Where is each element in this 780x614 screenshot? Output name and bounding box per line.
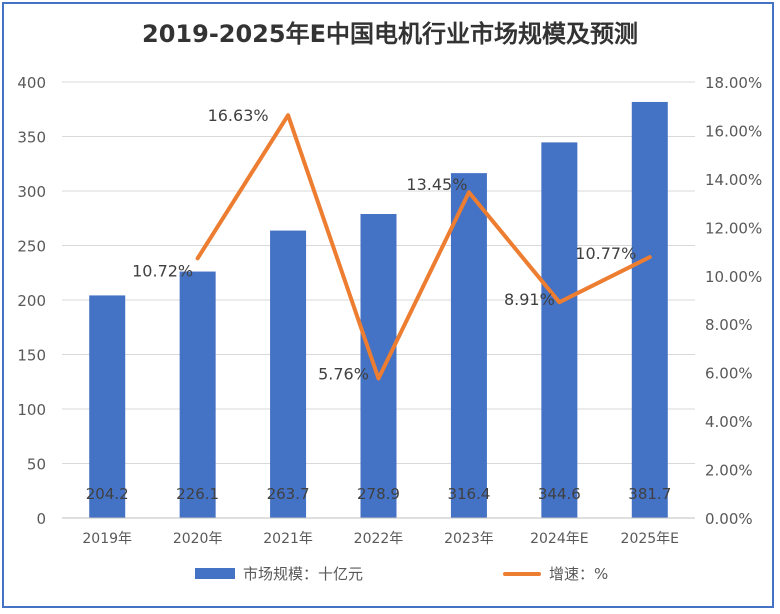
bar-value-label: 316.4 bbox=[447, 485, 490, 503]
y-right-tick-label: 16.00% bbox=[705, 122, 762, 140]
y-right-tick-label: 12.00% bbox=[705, 219, 762, 237]
y-right-tick-label: 4.00% bbox=[705, 413, 753, 431]
x-tick-label: 2020年 bbox=[173, 531, 223, 547]
y-left-tick-label: 0 bbox=[36, 510, 46, 528]
legend-label-bars: 市场规模：十亿元 bbox=[243, 565, 364, 583]
y-right-tick-label: 8.00% bbox=[705, 316, 753, 334]
line-value-label: 5.76% bbox=[318, 364, 369, 383]
legend-bar-swatch bbox=[195, 568, 235, 579]
y-left-tick-label: 150 bbox=[17, 347, 46, 365]
y-left-tick-label: 350 bbox=[17, 129, 46, 147]
x-tick-label: 2019年 bbox=[82, 531, 132, 547]
bar-6 bbox=[631, 101, 668, 519]
line-value-label: 10.72% bbox=[132, 261, 193, 280]
y-right-tick-label: 0.00% bbox=[705, 510, 753, 528]
bar-1 bbox=[179, 271, 216, 518]
legend-item-bars: 市场规模：十亿元 bbox=[195, 563, 363, 584]
y-left-tick-label: 100 bbox=[17, 401, 46, 419]
y-left-tick-label: 250 bbox=[17, 238, 46, 256]
bar-3 bbox=[360, 213, 397, 518]
x-tick-label: 2025年E bbox=[621, 531, 679, 547]
y-right-tick-label: 14.00% bbox=[705, 171, 762, 189]
legend-item-line: 增速：% bbox=[503, 563, 608, 584]
bar-5 bbox=[541, 142, 578, 519]
bar-0 bbox=[89, 295, 126, 518]
x-tick-label: 2024年E bbox=[530, 531, 588, 547]
bar-2 bbox=[270, 230, 307, 518]
chart-title: 2019-2025年E中国电机行业市场规模及预测 bbox=[142, 20, 638, 48]
y-left-tick-label: 200 bbox=[17, 292, 46, 310]
y-right-tick-label: 6.00% bbox=[705, 365, 753, 383]
bar-value-label: 381.7 bbox=[628, 485, 671, 503]
line-value-label: 13.45% bbox=[406, 175, 467, 194]
bar-value-label: 344.6 bbox=[538, 485, 581, 503]
y-left-tick-label: 400 bbox=[17, 74, 46, 92]
line-value-label: 8.91% bbox=[504, 290, 555, 309]
y-right-tick-label: 10.00% bbox=[705, 268, 762, 286]
growth-rate-line bbox=[195, 113, 652, 381]
bar-4 bbox=[450, 173, 487, 518]
line-value-label: 16.63% bbox=[208, 106, 269, 125]
x-tick-label: 2021年 bbox=[263, 531, 313, 547]
legend-label-line: 增速：% bbox=[549, 565, 609, 583]
y-left-tick-label: 50 bbox=[27, 456, 46, 474]
y-right-tick-label: 2.00% bbox=[705, 462, 753, 480]
y-left-tick-label: 300 bbox=[17, 183, 46, 201]
y-right-tick-label: 18.00% bbox=[705, 74, 762, 92]
legend-line-swatch bbox=[503, 571, 541, 576]
bar-value-label: 204.2 bbox=[86, 485, 129, 503]
x-tick-label: 2022年 bbox=[354, 531, 404, 547]
bar-value-label: 226.1 bbox=[176, 485, 219, 503]
line-value-label: 10.77% bbox=[575, 244, 636, 263]
x-tick-label: 2023年 bbox=[444, 531, 494, 547]
chart-legend: 市场规模：十亿元 增速：% bbox=[0, 563, 780, 587]
bar-value-label: 278.9 bbox=[357, 485, 400, 503]
bar-value-label: 263.7 bbox=[267, 485, 310, 503]
